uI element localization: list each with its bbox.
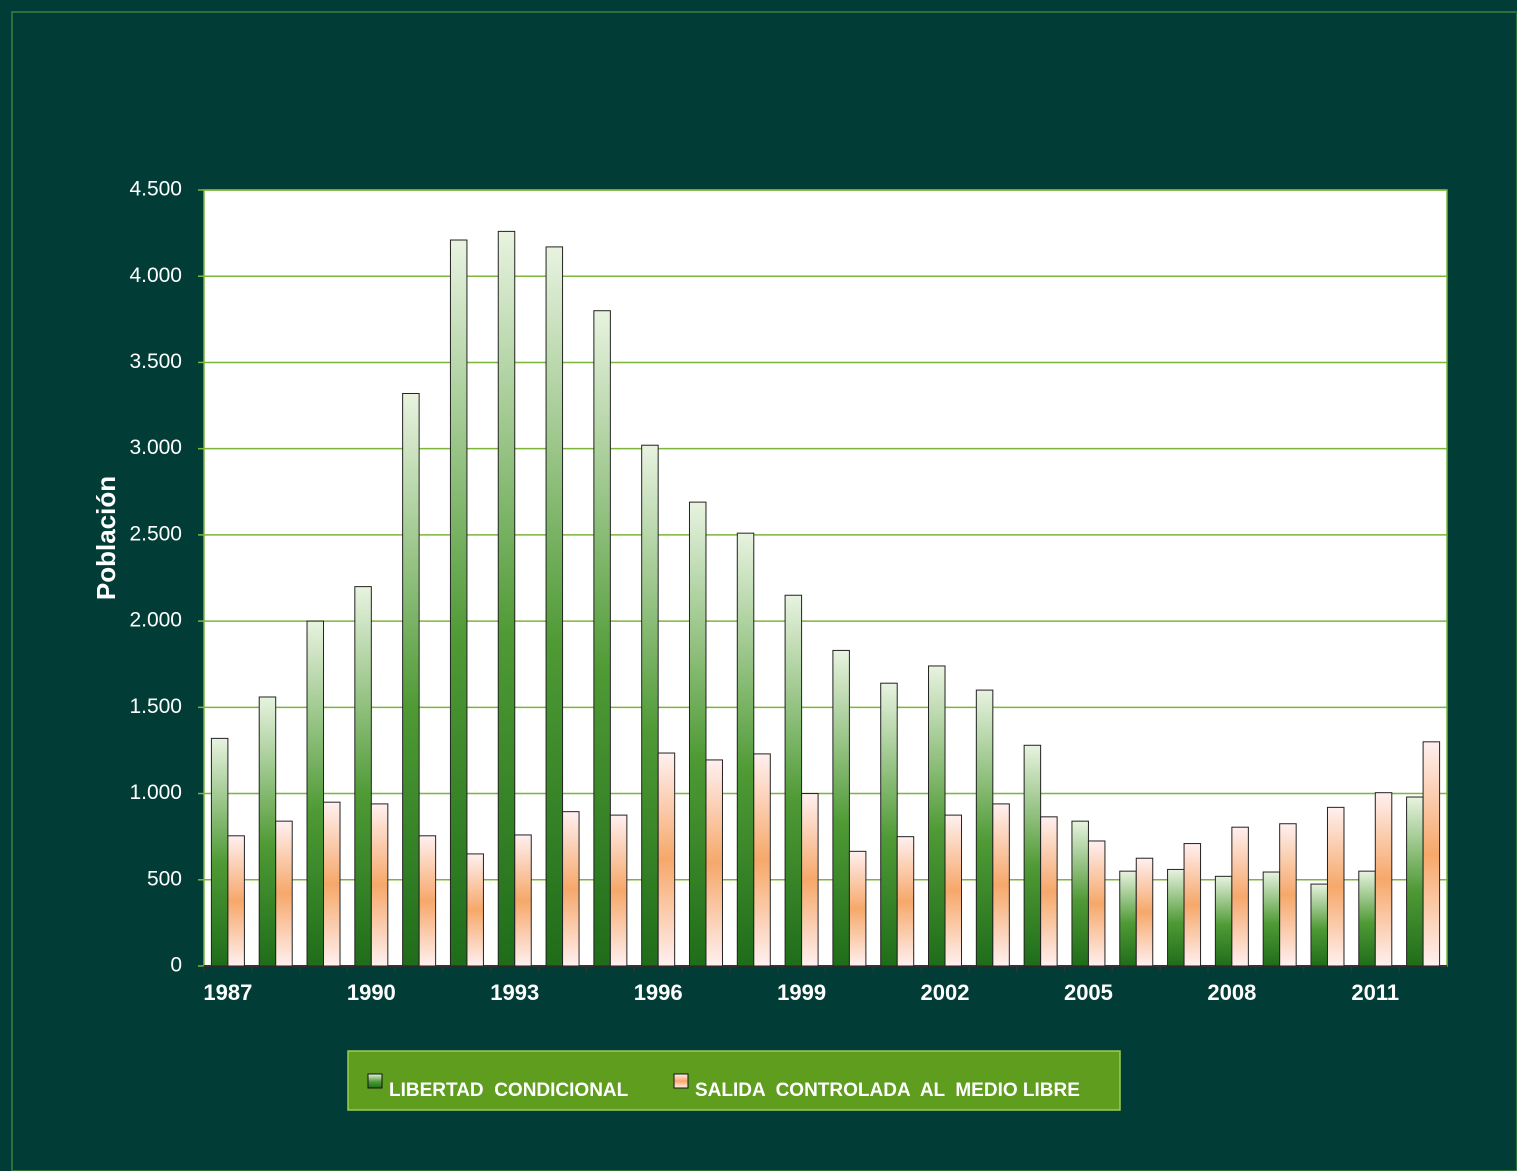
bar [514,834,532,967]
bar [1040,816,1058,967]
bar [1406,796,1424,967]
bar [753,753,771,967]
bar [449,239,468,967]
x-tick-label: 1999 [777,980,826,1005]
bar [545,246,564,967]
y-tick-label: 1.000 [129,781,182,804]
bar [896,836,915,967]
bar [1358,870,1376,967]
legend-swatch [367,1073,383,1089]
bar [832,649,850,967]
bar [227,835,245,967]
y-tick-label: 3.000 [129,436,182,459]
bar [1119,870,1137,967]
bar [880,682,898,967]
y-tick-label: 2.500 [129,522,182,545]
x-tick-label: 2008 [1207,980,1256,1005]
bar [1167,868,1185,967]
bar [1135,857,1154,967]
y-tick-label: 500 [147,867,182,890]
bar [497,230,516,967]
bar [1087,840,1106,967]
bar [1310,883,1328,967]
bar [418,835,437,967]
x-tick-label: 2002 [921,980,970,1005]
bar [784,594,803,967]
legend-swatch [673,1073,689,1089]
bar [370,803,389,967]
bar [210,737,229,967]
bar [975,689,994,967]
y-tick-label: 0 [170,954,182,977]
bar [562,811,580,967]
bar [275,820,293,967]
x-tick-label: 2005 [1064,980,1113,1005]
bar [1422,741,1441,967]
bar [354,586,372,967]
y-tick-label: 4.000 [129,264,182,287]
bar [1183,843,1202,967]
bar [1071,820,1089,967]
y-tick-label: 1.500 [129,695,182,718]
bar [944,814,963,967]
y-tick-label: 4.500 [129,178,182,201]
bar [688,501,707,967]
bar [1214,875,1233,967]
bar [258,696,277,967]
y-tick-label: 2.000 [129,609,182,632]
bar [402,392,420,967]
x-tick-label: 1996 [634,980,683,1005]
bar [992,803,1010,967]
bar [1326,806,1345,967]
bar [323,801,341,967]
legend-box [347,1050,1121,1111]
bar [705,759,723,967]
y-axis-title: Población [91,476,121,600]
bar [657,752,676,967]
bar [1023,744,1042,967]
x-tick-label: 1990 [347,980,396,1005]
bar [1374,792,1393,967]
bar [848,850,867,967]
y-tick-label: 3.500 [129,350,182,373]
bar [1279,823,1297,967]
bar [801,793,819,967]
legend-label: SALIDA CONTROLADA AL MEDIO LIBRE [695,1080,1080,1101]
plot-area [203,189,1448,967]
bar [1262,871,1281,967]
x-tick-label: 1987 [203,980,252,1005]
bar [641,444,659,967]
x-tick-label: 1993 [490,980,539,1005]
bar [593,310,611,967]
bar [736,532,755,967]
bar [609,814,628,967]
bar [928,665,946,967]
bar [466,853,484,967]
bar [306,620,325,967]
legend-label: LIBERTAD CONDICIONAL [389,1080,629,1101]
bar [1231,826,1249,967]
x-tick-label: 2011 [1351,980,1399,1005]
